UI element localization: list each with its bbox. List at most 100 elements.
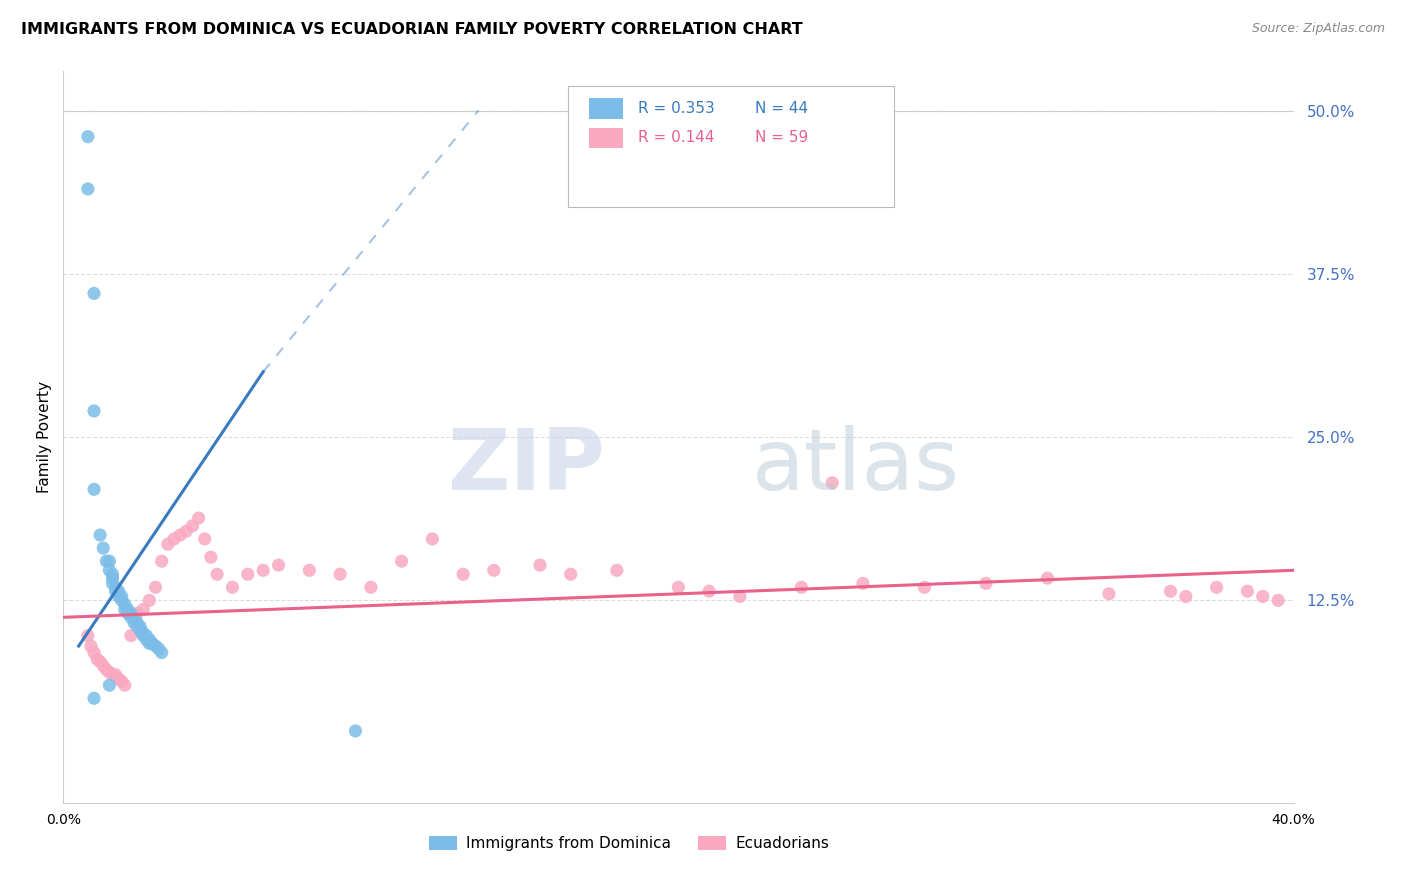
Point [89,528,111,542]
Point [117,607,139,621]
Text: atlas: atlas [752,425,960,508]
Text: R = 0.353: R = 0.353 [638,101,714,116]
Point [104,584,127,599]
Point [83,483,105,497]
Point [127,615,148,630]
Text: N = 44: N = 44 [755,101,808,116]
Point [89,655,111,669]
Point [83,646,105,660]
Point [697,584,720,599]
Point [96,554,118,568]
Point [98,678,121,692]
Point [107,672,129,686]
Text: Source: ZipAtlas.com: Source: ZipAtlas.com [1251,22,1385,36]
Point [122,610,145,624]
Point [145,639,167,653]
Point [298,563,321,577]
Point [451,567,474,582]
Point [150,554,173,568]
Point [360,580,382,594]
Point [114,678,136,692]
Point [1036,571,1059,585]
Point [174,524,197,538]
Text: ZIP: ZIP [447,425,605,508]
Point [117,602,139,616]
Point [205,567,228,582]
Point [76,182,98,196]
Point [120,610,142,624]
Point [391,554,413,568]
Point [86,652,108,666]
Point [101,567,124,582]
Point [127,607,148,621]
Point [120,629,142,643]
Point [329,567,352,582]
Point [482,563,505,577]
Point [606,563,628,577]
Y-axis label: Family Poverty: Family Poverty [37,381,52,493]
Point [267,558,290,573]
Point [344,723,367,738]
Point [107,584,129,599]
Point [132,629,155,643]
Point [156,537,179,551]
Point [141,636,163,650]
Point [148,641,170,656]
Point [83,404,105,418]
Point [1159,584,1181,599]
Point [107,590,129,604]
Point [821,475,844,490]
Point [145,580,167,594]
Text: N = 59: N = 59 [755,130,808,145]
Point [127,619,148,633]
Point [98,554,121,568]
Point [1174,590,1197,604]
Point [122,615,145,630]
Point [181,519,204,533]
Point [129,619,152,633]
Point [1098,587,1121,601]
Point [1267,593,1289,607]
Point [252,563,274,577]
Point [132,602,155,616]
Point [114,602,136,616]
Point [83,286,105,301]
Point [76,629,98,643]
Point [111,590,134,604]
Point [1205,580,1227,594]
Point [1236,584,1258,599]
Point [728,590,751,604]
Point [200,550,222,565]
Point [914,580,936,594]
Point [852,576,875,591]
Bar [589,98,623,119]
Point [98,665,121,680]
Point [132,626,155,640]
Point [91,658,114,673]
Point [101,576,124,591]
Point [83,691,105,706]
Point [169,528,191,542]
Point [111,593,134,607]
Point [236,567,259,582]
Point [98,563,121,577]
Text: R = 0.144: R = 0.144 [638,130,714,145]
Legend: Immigrants from Dominica, Ecuadorians: Immigrants from Dominica, Ecuadorians [423,830,835,857]
Point [135,629,157,643]
Point [560,567,582,582]
Point [194,532,217,546]
Point [790,580,813,594]
Point [91,541,114,555]
Point [138,593,160,607]
Bar [589,128,623,148]
Point [221,580,243,594]
Point [80,639,103,653]
Point [129,624,152,638]
Point [96,663,118,677]
Point [974,576,997,591]
Point [101,667,124,682]
Point [104,667,127,682]
Point [187,511,209,525]
Point [666,580,689,594]
Point [422,532,444,546]
